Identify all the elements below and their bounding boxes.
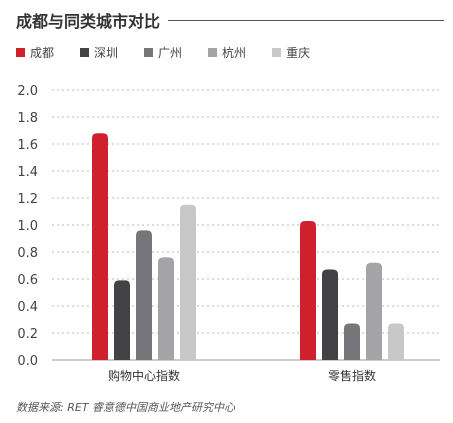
- y-tick-label: 1.0: [17, 219, 38, 234]
- legend-label: 成都: [30, 45, 55, 60]
- y-axis-ticks: 0.0 0.2 0.4 0.6 0.8 1.0 1.2 1.4 1.6 1.8 2.0: [17, 84, 38, 369]
- legend-swatch: [16, 47, 25, 57]
- bar-重庆-购物中心指数: [180, 204, 196, 360]
- bar-成都-购物中心指数: [92, 133, 108, 360]
- legend-swatch: [208, 47, 218, 57]
- y-tick-label: 0.6: [17, 273, 38, 288]
- y-tick-label: 1.6: [17, 138, 38, 153]
- title-divider: [168, 19, 444, 21]
- y-tick-label: 1.8: [17, 111, 38, 126]
- y-tick-label: 0.4: [17, 300, 38, 315]
- legend-label: 杭州: [222, 45, 247, 60]
- x-category-label: 零售指数: [328, 368, 376, 383]
- title-row: 成都与同类城市对比: [16, 8, 444, 32]
- legend-swatch: [80, 47, 90, 57]
- legend-label: 广州: [158, 45, 183, 60]
- legend-item: 广州: [144, 44, 182, 61]
- y-tick-label: 1.4: [17, 165, 38, 180]
- y-tick-label: 1.2: [17, 192, 38, 207]
- legend-item: 重庆: [272, 44, 310, 61]
- y-tick-label: 0.8: [17, 246, 38, 261]
- x-axis-labels: 购物中心指数 零售指数: [108, 368, 376, 383]
- bar-深圳-购物中心指数: [114, 280, 130, 360]
- legend: 成都 深圳 广州 杭州 重庆: [16, 42, 444, 62]
- bar-杭州-购物中心指数: [158, 257, 174, 360]
- legend-item: 深圳: [80, 44, 118, 61]
- legend-swatch: [144, 47, 154, 57]
- bar-chart: 0.0 0.2 0.4 0.6 0.8 1.0 1.2 1.4 1.6 1.8 2.0 购物中心指数…: [17, 84, 440, 383]
- y-tick-label: 2.0: [17, 84, 38, 99]
- source-note: 数据来源: RET 睿意德中国商业地产研究中心: [16, 401, 236, 414]
- y-tick-label: 0.2: [17, 327, 38, 342]
- bar-广州-零售指数: [344, 323, 360, 360]
- legend-label: 深圳: [94, 45, 119, 60]
- bars: [92, 133, 404, 360]
- legend-swatch: [272, 47, 282, 57]
- legend-item: 杭州: [208, 44, 246, 61]
- y-tick-label: 0.0: [17, 354, 38, 369]
- bar-杭州-零售指数: [366, 262, 382, 360]
- legend-item: 成都: [16, 44, 54, 61]
- bar-重庆-零售指数: [388, 323, 404, 360]
- x-category-label: 购物中心指数: [108, 368, 180, 383]
- bar-广州-购物中心指数: [136, 230, 152, 360]
- legend-label: 重庆: [286, 45, 311, 60]
- bar-成都-零售指数: [300, 220, 316, 360]
- chart-title: 成都与同类城市对比: [16, 12, 161, 31]
- bar-深圳-零售指数: [322, 269, 338, 360]
